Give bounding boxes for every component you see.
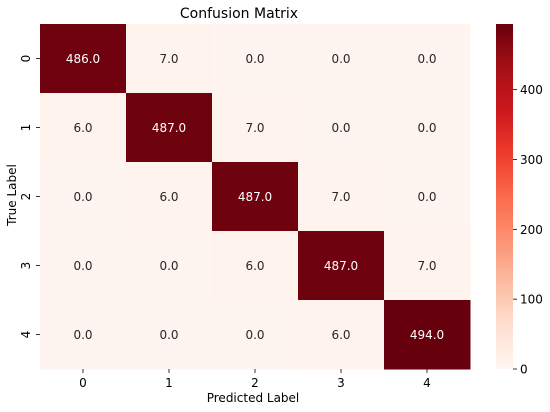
- heatmap-cell-1-0: [40, 93, 127, 163]
- x-tick-label-0: 0: [79, 376, 87, 390]
- cell-label-4-3: 6.0: [331, 328, 350, 342]
- heatmap-cell-4-0: [40, 300, 127, 370]
- cell-label-0-1: 7.0: [159, 52, 178, 66]
- heatmap-cell-1-4: [384, 93, 471, 163]
- heatmap-cell-4-4: [384, 300, 471, 370]
- colorbar-tick-label-2: 200: [520, 223, 543, 237]
- heatmap-cell-3-3: [298, 231, 385, 301]
- y-tick-label-1: 1: [19, 124, 33, 132]
- colorbar-tick-label-3: 300: [520, 153, 543, 167]
- axes: 0 1 2 3 4 0 1 2 3 4: [19, 55, 431, 390]
- cell-label-2-4: 0.0: [417, 190, 436, 204]
- x-axis-label: Predicted Label: [207, 391, 300, 405]
- cell-label-3-2: 6.0: [245, 259, 264, 273]
- cell-label-0-0: 486.0: [66, 52, 100, 66]
- x-tick-label-4: 4: [423, 376, 431, 390]
- x-tick-label-1: 1: [165, 376, 173, 390]
- cell-label-3-0: 0.0: [73, 259, 92, 273]
- cell-label-3-4: 7.0: [417, 259, 436, 273]
- y-axis-label: True Label: [5, 164, 19, 227]
- heatmap-cells: 486.0 7.0 0.0 0.0 0.0 6.0 487.0 7.0 0.0 0.0 0.0 6.0…: [40, 24, 471, 370]
- colorbar: 0 100 200 300 400: [496, 24, 543, 377]
- cell-label-0-3: 0.0: [331, 52, 350, 66]
- cell-label-4-2: 0.0: [245, 328, 264, 342]
- cell-label-4-4: 494.0: [410, 328, 444, 342]
- cell-label-1-0: 6.0: [73, 121, 92, 135]
- colorbar-gradient: [496, 24, 513, 369]
- chart-title: Confusion Matrix: [180, 6, 298, 22]
- cell-label-2-0: 0.0: [73, 190, 92, 204]
- cell-label-1-1: 487.0: [152, 121, 186, 135]
- heatmap-cell-4-1: [126, 300, 213, 370]
- heatmap-cell-4-2: [212, 300, 299, 370]
- heatmap-cell-0-1: [126, 24, 213, 94]
- heatmap-cell-2-1: [126, 162, 213, 232]
- heatmap-cell-4-3: [298, 300, 385, 370]
- cell-label-3-3: 487.0: [324, 259, 358, 273]
- cell-label-4-1: 0.0: [159, 328, 178, 342]
- heatmap-cell-3-1: [126, 231, 213, 301]
- heatmap-cell-2-4: [384, 162, 471, 232]
- heatmap-cell-3-0: [40, 231, 127, 301]
- colorbar-tick-label-0: 0: [520, 363, 528, 377]
- cell-label-0-2: 0.0: [245, 52, 264, 66]
- cell-label-2-3: 7.0: [331, 190, 350, 204]
- x-tick-label-3: 3: [337, 376, 345, 390]
- heatmap-cell-1-2: [212, 93, 299, 163]
- y-tick-label-3: 3: [19, 262, 33, 270]
- cell-label-2-1: 6.0: [159, 190, 178, 204]
- colorbar-tick-label-1: 100: [520, 293, 543, 307]
- y-tick-label-2: 2: [19, 193, 33, 201]
- y-tick-label-0: 0: [19, 55, 33, 63]
- heatmap-cell-1-1: [126, 93, 213, 163]
- heatmap-cell-0-2: [212, 24, 299, 94]
- cell-label-1-4: 0.0: [417, 121, 436, 135]
- cell-label-0-4: 0.0: [417, 52, 436, 66]
- cell-label-1-3: 0.0: [331, 121, 350, 135]
- cell-label-2-2: 487.0: [238, 190, 272, 204]
- y-tick-label-4: 4: [19, 331, 33, 339]
- heatmap-cell-1-3: [298, 93, 385, 163]
- heatmap-cell-2-2: [212, 162, 299, 232]
- heatmap-cell-0-0: [40, 24, 127, 94]
- heatmap-cell-2-0: [40, 162, 127, 232]
- heatmap-cell-3-2: [212, 231, 299, 301]
- cell-label-3-1: 0.0: [159, 259, 178, 273]
- heatmap-cell-3-4: [384, 231, 471, 301]
- heatmap-cell-0-4: [384, 24, 471, 94]
- x-tick-label-2: 2: [251, 376, 259, 390]
- heatmap-cell-2-3: [298, 162, 385, 232]
- cell-label-1-2: 7.0: [245, 121, 264, 135]
- cell-label-4-0: 0.0: [73, 328, 92, 342]
- heatmap-cell-0-3: [298, 24, 385, 94]
- colorbar-tick-label-4: 400: [520, 83, 543, 97]
